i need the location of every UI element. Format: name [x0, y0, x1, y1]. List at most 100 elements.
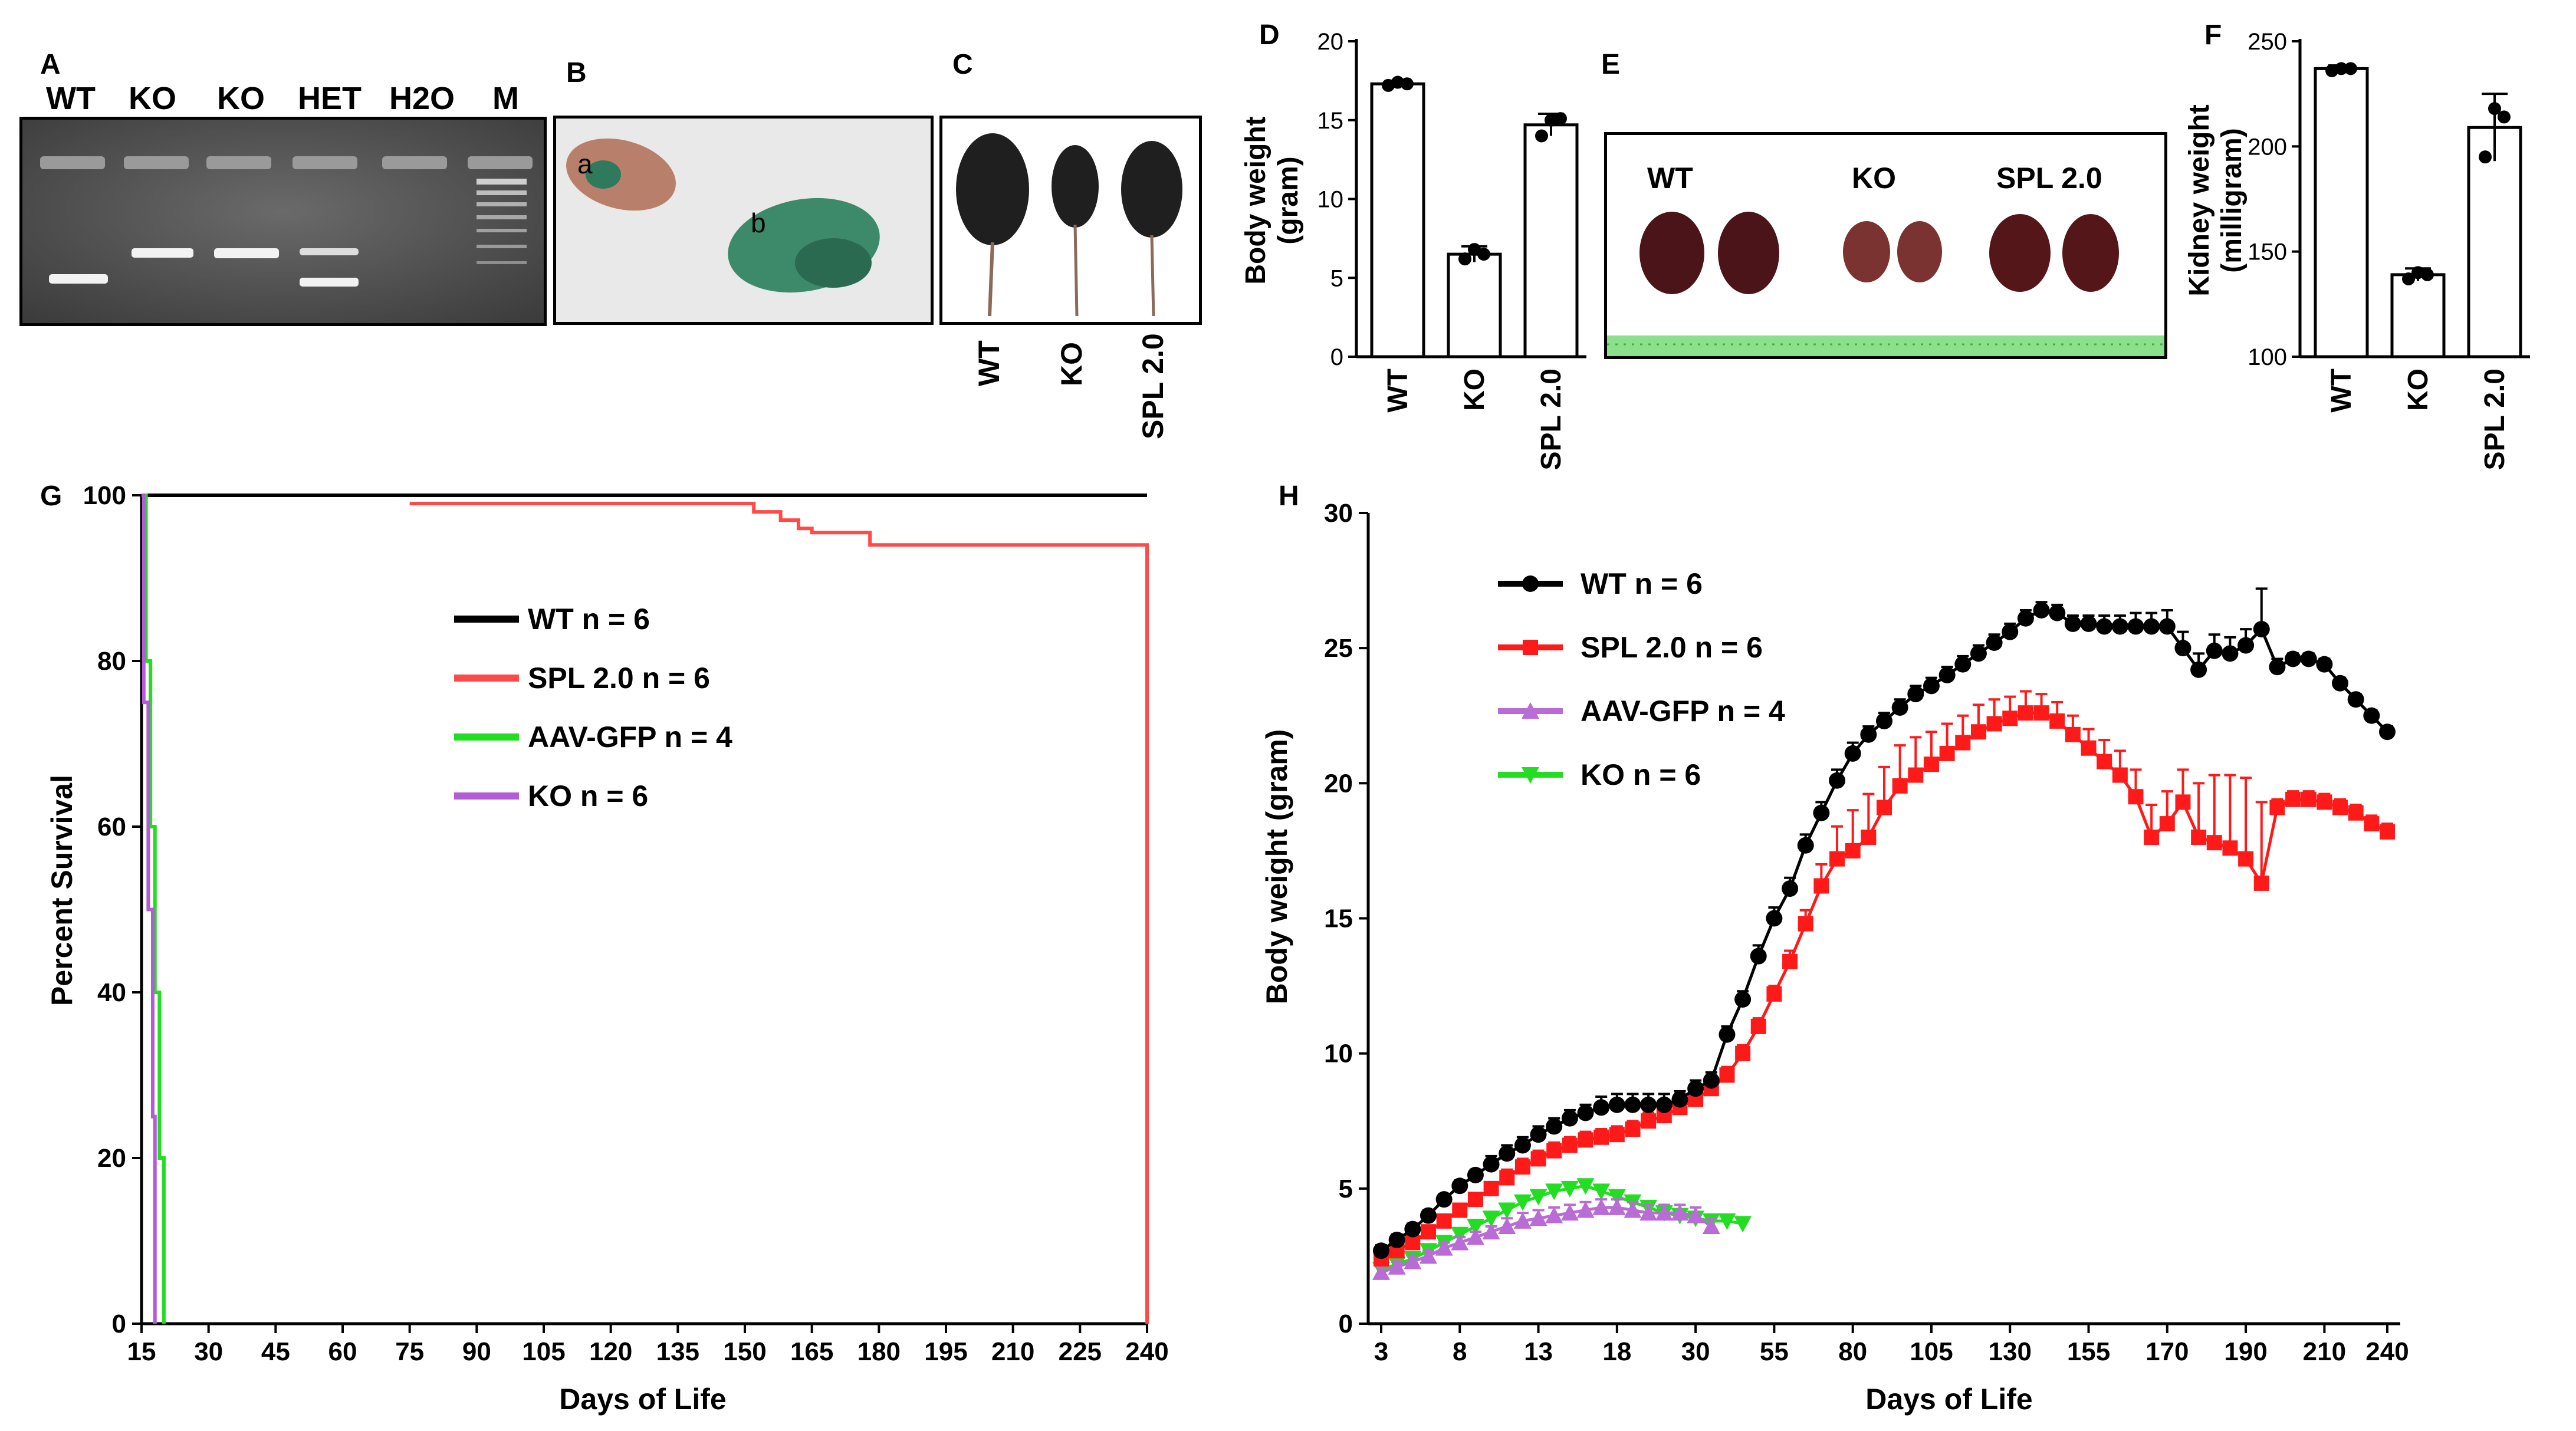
h-data-marker	[1970, 724, 1986, 740]
h-data-marker	[1655, 1204, 1673, 1221]
h-data-marker	[1718, 1213, 1736, 1230]
h-data-marker	[2080, 615, 2097, 632]
h-data-marker	[1798, 916, 1813, 932]
h-y-tick-label: 25	[1324, 634, 1353, 663]
kidney-weight-bar-chart: Kidney weight (milligram) 100 150 200 250 W…	[2184, 29, 2530, 471]
h-data-marker	[1404, 1221, 1421, 1238]
h-data-marker	[1687, 1080, 1704, 1097]
mouse-a-label: a	[577, 149, 593, 179]
h-data-marker	[2097, 754, 2112, 769]
f-bar	[2467, 126, 2522, 358]
h-data-marker	[1907, 686, 1924, 703]
h-data-marker	[1813, 804, 1830, 821]
h-data-marker	[2285, 650, 2302, 667]
panel-e-label: E	[1601, 49, 1621, 80]
h-x-tick-label: 80	[1838, 1337, 1867, 1366]
h-y-tick-label: 15	[1324, 904, 1353, 933]
panel-b-label: B	[566, 57, 587, 88]
h-data-marker	[1530, 1151, 1546, 1167]
h-data-marker	[1986, 634, 2003, 651]
mouse-b-label: b	[751, 208, 766, 238]
h-data-marker	[1522, 575, 1539, 592]
h-data-marker	[2285, 791, 2301, 807]
h-data-marker	[2300, 650, 2317, 667]
h-data-marker	[1608, 1096, 1625, 1113]
h-data-marker	[1845, 843, 1861, 858]
h-data-marker	[2002, 710, 2018, 726]
h-data-marker	[1938, 667, 1956, 683]
gel-bands	[22, 120, 544, 323]
f-bar	[2390, 273, 2446, 358]
h-y-tick-label: 20	[1324, 769, 1353, 798]
g-x-tick-label: 165	[790, 1337, 833, 1366]
h-data-marker	[2317, 794, 2332, 810]
h-data-marker	[2159, 816, 2175, 832]
panel-h-label: H	[1279, 481, 1299, 512]
h-data-marker	[1388, 1258, 1406, 1275]
f-data-point	[2335, 62, 2348, 75]
h-data-marker	[2332, 675, 2349, 692]
h-data-marker	[2253, 875, 2269, 891]
h-data-marker	[2191, 830, 2207, 845]
h-data-marker	[1435, 1239, 1453, 1256]
h-data-marker	[1467, 1166, 1484, 1183]
d-data-point	[1401, 77, 1414, 91]
h-data-marker	[2347, 691, 2364, 708]
g-series-line	[142, 494, 157, 1324]
f-data-point	[2402, 272, 2415, 286]
h-data-marker	[2033, 705, 2049, 721]
h-data-marker	[1608, 1198, 1626, 1215]
g-legend-label: KO n = 6	[528, 779, 648, 812]
h-data-marker	[1522, 767, 1539, 784]
lane-label-ko-1: KO	[129, 81, 176, 116]
h-data-marker	[1955, 735, 1971, 751]
g-xlabel: Days of Life	[559, 1383, 726, 1416]
kidney-label-spl: SPL 2.0	[1996, 162, 2102, 195]
f-x-tick-label: WT	[2326, 369, 2357, 413]
h-data-marker	[1624, 1096, 1641, 1113]
h-data-marker	[1954, 656, 1972, 673]
h-data-marker	[1373, 1242, 1389, 1259]
h-data-marker	[1703, 1072, 1720, 1089]
d-data-point	[1477, 248, 1490, 261]
h-data-marker	[2269, 800, 2285, 815]
h-data-marker	[2081, 740, 2097, 756]
h-data-marker	[1625, 1121, 1641, 1137]
h-data-marker	[1797, 837, 1814, 854]
h-data-marker	[1735, 1045, 1751, 1061]
g-y-tick-label: 0	[112, 1310, 126, 1338]
h-data-marker	[2158, 618, 2176, 635]
h-data-marker	[1529, 1209, 1547, 1226]
h-data-marker	[1372, 1263, 1390, 1280]
h-data-marker	[1655, 1096, 1673, 1113]
h-y-tick-label: 10	[1324, 1039, 1353, 1068]
h-data-marker	[1719, 1026, 1736, 1043]
h-data-marker	[2348, 805, 2364, 821]
d-bar	[1523, 123, 1579, 358]
g-x-tick-label: 60	[328, 1337, 357, 1366]
h-data-marker	[1530, 1126, 1547, 1143]
h-data-marker	[1829, 851, 1845, 867]
g-x-tick-label: 135	[656, 1337, 699, 1366]
g-x-tick-label: 150	[723, 1337, 766, 1366]
h-data-marker	[2127, 618, 2144, 635]
h-data-marker	[1687, 1206, 1705, 1223]
h-x-tick-label: 155	[2067, 1337, 2110, 1366]
h-data-marker	[1923, 677, 1940, 695]
h-x-tick-label: 55	[1760, 1337, 1789, 1366]
d-data-point	[1458, 252, 1471, 266]
h-legend-label: KO n = 6	[1581, 758, 1701, 791]
g-legend-label: AAV-GFP n = 4	[528, 721, 732, 754]
mice-photo	[939, 116, 1202, 325]
h-data-marker	[1561, 1110, 1578, 1127]
h-data-marker	[2301, 791, 2317, 807]
h-y-tick-label: 30	[1324, 499, 1353, 528]
g-x-tick-label: 75	[395, 1337, 424, 1366]
h-ylabel: Body weight (gram)	[1260, 729, 1293, 1005]
h-x-tick-label: 13	[1524, 1337, 1553, 1366]
h-data-marker	[1513, 1212, 1532, 1229]
h-data-marker	[2316, 656, 2333, 673]
h-data-marker	[1861, 830, 1877, 845]
d-bar	[1447, 252, 1502, 358]
h-data-marker	[1451, 1233, 1469, 1251]
